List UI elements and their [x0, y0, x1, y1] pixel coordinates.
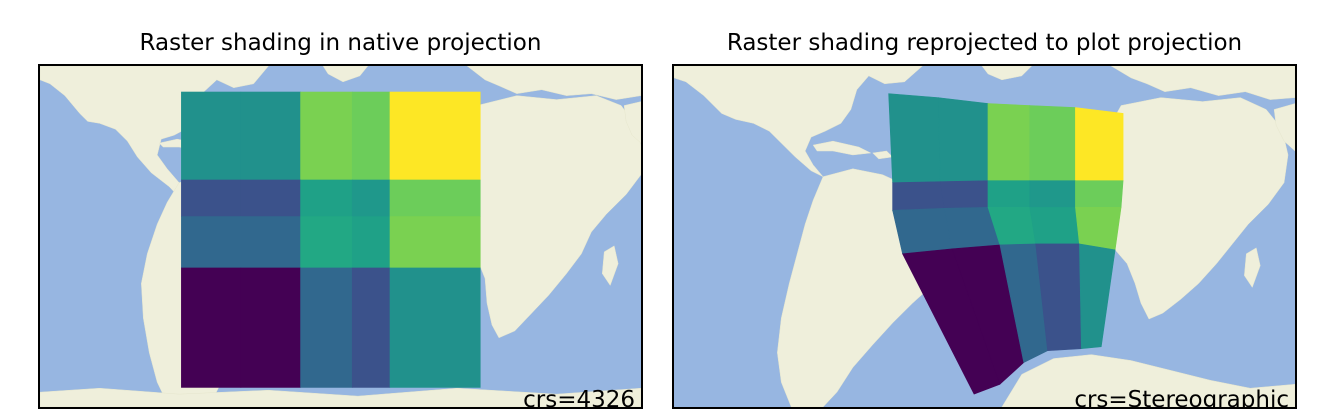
raster-cell [351, 91, 391, 181]
antarctica-land [40, 387, 641, 407]
raster-cell [300, 267, 353, 388]
reprojected-raster-grid [888, 93, 1124, 395]
stereographic-crs-label: crs=Stereographic [1074, 387, 1289, 409]
raster-cell [987, 103, 1031, 181]
antarctica-land [1001, 354, 1295, 407]
raster-cell [351, 216, 391, 269]
raster-cell [300, 216, 353, 269]
native-map-canvas [40, 66, 641, 407]
europe-land [466, 66, 641, 100]
raster-cell [1029, 105, 1076, 181]
raster-cell [1079, 243, 1116, 350]
arabian-peninsula-land [623, 101, 641, 144]
right-map-title: Raster shading reprojected to plot proje… [726, 30, 1243, 56]
greenland-land [981, 66, 1033, 81]
madagascar-land [1244, 247, 1261, 288]
raster-cell [300, 179, 353, 217]
raster-cell [892, 181, 945, 211]
raster-cell [181, 216, 242, 269]
raster-cell [888, 93, 941, 183]
raster-cell [892, 208, 953, 255]
raster-cell [389, 91, 481, 181]
raster-cell [351, 179, 391, 217]
raster-cell [1029, 180, 1076, 208]
raster-cell [1075, 180, 1124, 208]
raster-cell [240, 91, 301, 181]
stereographic-projection-map: crs=Stereographic [672, 64, 1297, 409]
stereographic-map-canvas [674, 66, 1295, 407]
raster-cell [240, 179, 301, 217]
raster-cell [240, 216, 301, 269]
raster-cell [987, 180, 1031, 208]
native-raster-grid [181, 91, 481, 388]
arabian-peninsula-land [1273, 103, 1295, 152]
native-crs-label: crs=4326 [523, 387, 635, 409]
europe-land [1110, 66, 1295, 100]
raster-cell [240, 267, 301, 388]
raster-cell [389, 267, 481, 388]
raster-cell [389, 216, 481, 269]
madagascar-land [602, 245, 619, 286]
raster-cell [1075, 107, 1124, 181]
raster-cell [389, 179, 481, 217]
raster-cell [181, 91, 242, 181]
left-map-title: Raster shading in native projection [139, 30, 542, 56]
raster-cell [1075, 207, 1122, 251]
raster-cell [351, 267, 391, 388]
north-america-land [674, 66, 923, 177]
raster-cell [939, 180, 989, 209]
raster-cell [300, 91, 353, 181]
raster-cell [937, 97, 989, 182]
raster-cell [181, 179, 242, 217]
raster-cell [1029, 207, 1080, 245]
raster-cell [181, 267, 242, 388]
native-projection-map: crs=4326 [38, 64, 643, 409]
greenland-land [322, 66, 369, 83]
